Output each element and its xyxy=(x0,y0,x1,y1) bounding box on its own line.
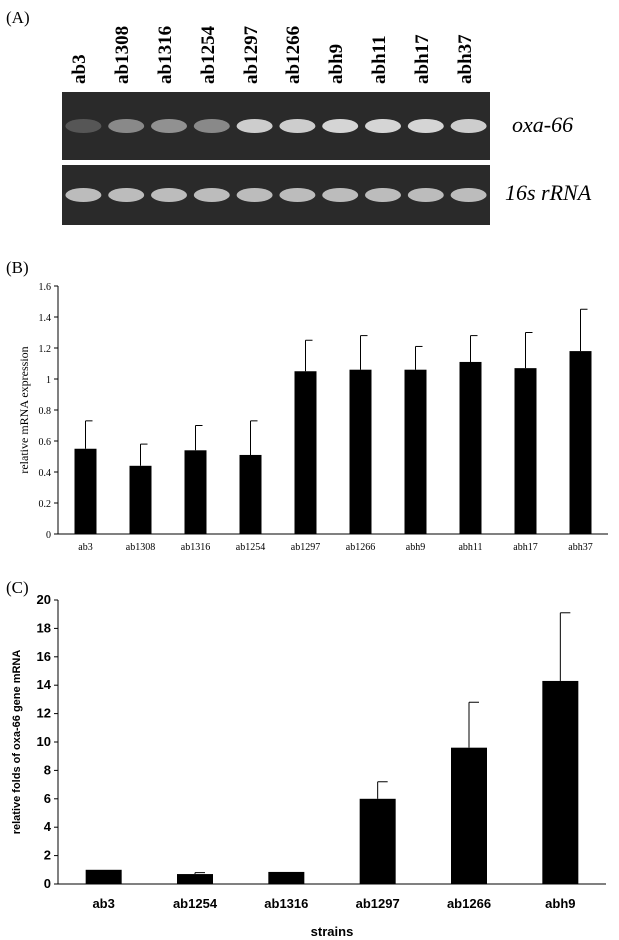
y-tick-label: 16 xyxy=(37,649,51,664)
y-tick-label: 0.8 xyxy=(39,406,52,417)
y-axis-title: relative mRNA expression xyxy=(17,346,31,473)
bar xyxy=(129,465,152,534)
y-tick-label: 2 xyxy=(44,848,51,863)
panel-b-label: (B) xyxy=(6,258,29,277)
gel-band xyxy=(450,119,487,133)
y-tick-label: 0.6 xyxy=(39,437,52,448)
bar xyxy=(74,448,97,534)
lane-label: ab3 xyxy=(69,54,91,84)
gel-band xyxy=(236,119,273,133)
panel-a-label: (A) xyxy=(6,8,30,27)
lane-label: ab1308 xyxy=(112,25,134,84)
y-tick-label: 0 xyxy=(44,876,51,891)
x-tick-label: abh9 xyxy=(545,896,575,911)
x-tick-label: ab1297 xyxy=(291,542,320,553)
lane-label: ab1266 xyxy=(283,25,305,84)
x-tick-label: ab1254 xyxy=(236,542,265,553)
gel-band xyxy=(279,188,316,202)
gel-oxa66 xyxy=(62,92,490,160)
bar xyxy=(349,369,372,534)
gel-oxa66-bands xyxy=(65,119,487,133)
bar xyxy=(184,450,207,534)
x-tick-label: ab1308 xyxy=(126,542,155,553)
y-tick-label: 18 xyxy=(37,620,51,635)
bar xyxy=(268,871,305,884)
x-tick-label: ab3 xyxy=(92,896,114,911)
lane-label: ab1316 xyxy=(155,25,176,84)
gel-band xyxy=(108,188,145,202)
y-tick-label: 4 xyxy=(44,819,52,834)
bar xyxy=(542,680,579,884)
gel-16s xyxy=(62,165,490,225)
lane-label: abh37 xyxy=(454,34,476,84)
y-tick-label: 1.4 xyxy=(39,313,52,324)
lane-label: ab1254 xyxy=(197,25,219,84)
y-tick-label: 0 xyxy=(46,530,51,541)
gel-band xyxy=(193,188,230,202)
y-axis-title: relative folds of oxa-66 gene mRNA xyxy=(11,650,23,835)
y-tick-label: 12 xyxy=(37,706,51,721)
gel-band xyxy=(322,188,359,202)
gel-band xyxy=(151,119,187,133)
x-tick-label: abh17 xyxy=(513,542,537,553)
lane-label: abh11 xyxy=(369,35,390,84)
gel-band xyxy=(407,188,444,202)
y-tick-label: 10 xyxy=(37,734,51,749)
bar xyxy=(514,368,537,534)
y-tick-label: 0.4 xyxy=(39,468,52,479)
bar xyxy=(294,371,317,534)
x-tick-label: ab1316 xyxy=(264,896,308,911)
x-tick-label: ab1254 xyxy=(173,896,218,911)
x-tick-label: abh37 xyxy=(568,542,592,553)
y-tick-label: 0.2 xyxy=(39,499,52,510)
lane-label: abh17 xyxy=(411,34,433,84)
bar xyxy=(359,798,396,884)
bar xyxy=(85,869,122,884)
x-tick-label: ab1266 xyxy=(346,542,375,553)
gel-band xyxy=(236,188,273,202)
y-tick-label: 1 xyxy=(46,375,51,386)
gel-band xyxy=(65,188,102,202)
panel-c-label: (C) xyxy=(6,578,29,597)
gel-band xyxy=(365,188,401,202)
gel-band xyxy=(65,119,102,133)
gel-band xyxy=(279,119,316,133)
x-tick-label: ab1266 xyxy=(447,896,491,911)
gel-band xyxy=(365,119,401,133)
y-tick-label: 6 xyxy=(44,791,51,806)
lane-label: ab1297 xyxy=(240,25,262,84)
gel-band xyxy=(450,188,487,202)
y-tick-label: 1.6 xyxy=(39,282,52,293)
gel-band xyxy=(151,188,187,202)
bar xyxy=(177,874,213,884)
x-axis-title: strains xyxy=(311,924,354,938)
gel-panel: (A) ab3 ab1308 ab1316 ab1254 ab1297 ab1266 abh… xyxy=(0,0,619,260)
x-tick-label: ab3 xyxy=(78,542,92,553)
bar xyxy=(239,454,262,534)
bar xyxy=(459,361,482,534)
gel-band xyxy=(193,119,230,133)
x-tick-label: ab1316 xyxy=(181,542,210,553)
chart-b: 0 0.2 0.4 0.6 0.8 1 1.2 1.4 1.6 ab3 ab1308 ab1316 ab… xyxy=(17,282,608,553)
gel-label-oxa66: oxa-66 xyxy=(512,112,574,137)
gel-band xyxy=(108,119,145,133)
bar xyxy=(569,351,592,534)
gel-band xyxy=(322,119,359,133)
bar xyxy=(451,747,487,884)
y-tick-label: 1.2 xyxy=(39,344,52,355)
y-tick-label: 14 xyxy=(37,677,52,692)
gel-16s-bands xyxy=(65,188,487,202)
y-tick-label: 8 xyxy=(44,762,51,777)
y-tick-label: 20 xyxy=(37,592,51,607)
bar xyxy=(404,369,427,534)
gel-band xyxy=(407,119,444,133)
chart-c: 0 2 4 6 8 10 12 14 16 18 20 ab3 ab1254 ab1316 ab1297 ab… xyxy=(11,592,606,938)
lane-label: abh9 xyxy=(326,43,348,84)
x-tick-label: ab1297 xyxy=(356,896,400,911)
gel-label-16s: 16s rRNA xyxy=(505,180,592,205)
x-tick-label: abh11 xyxy=(458,542,482,553)
x-tick-label: abh9 xyxy=(406,542,425,553)
